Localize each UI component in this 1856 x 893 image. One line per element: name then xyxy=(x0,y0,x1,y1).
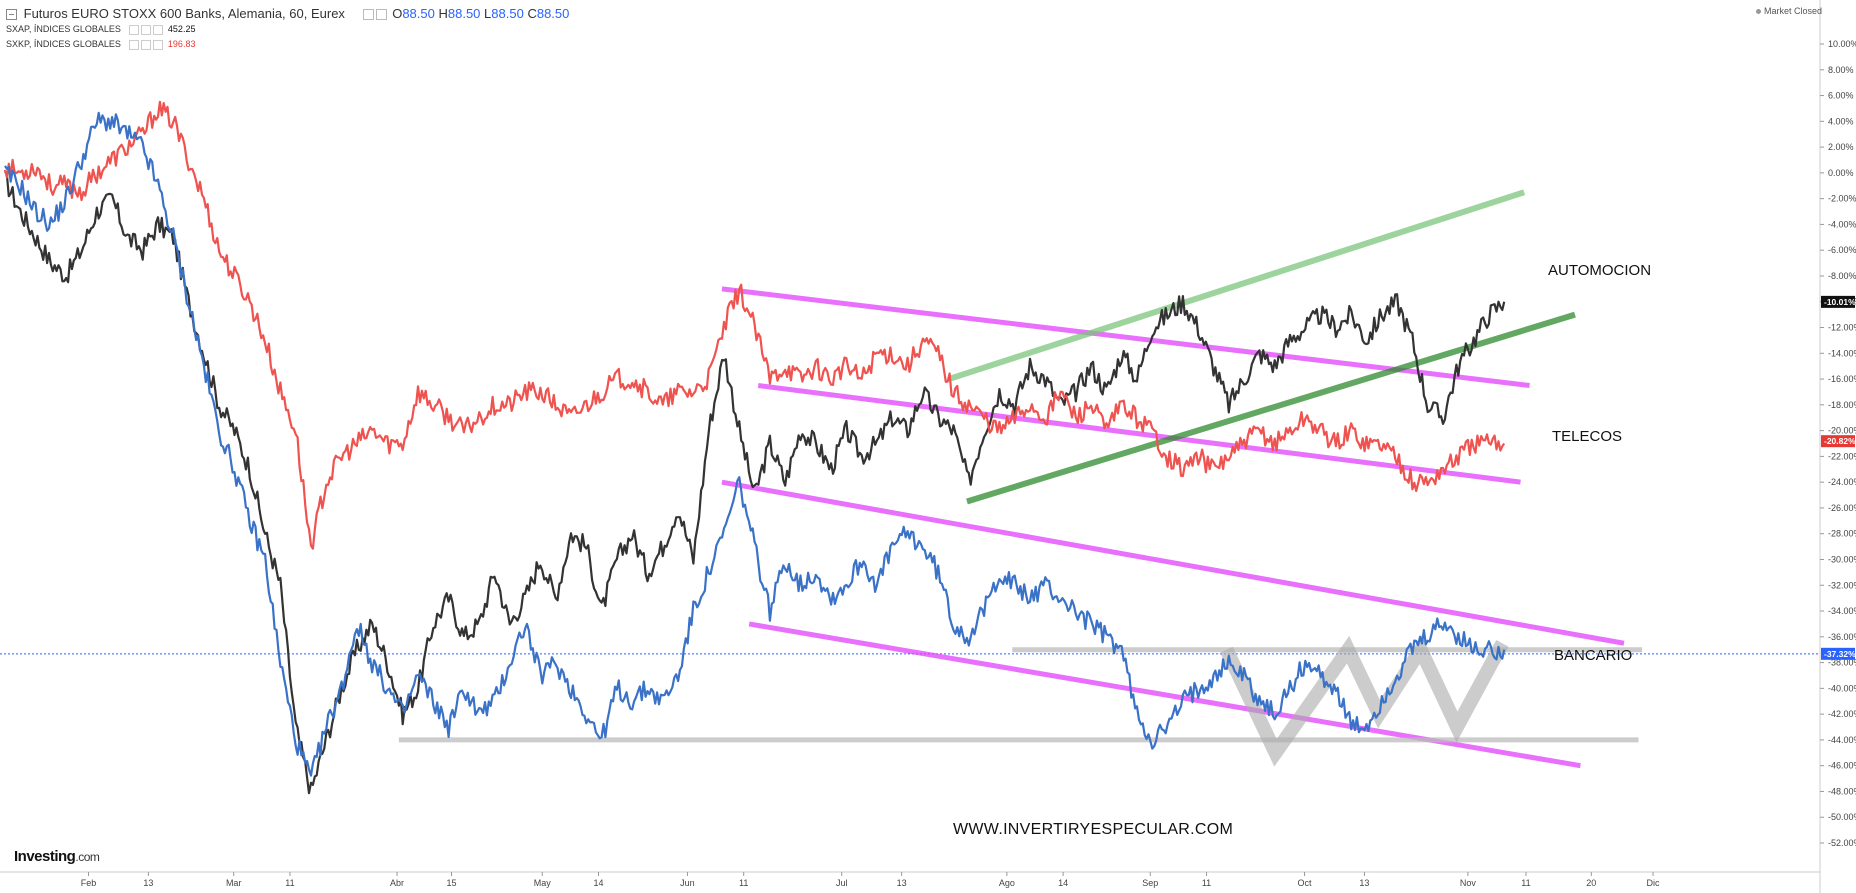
x-tick-label: Dic xyxy=(1647,878,1660,888)
y-tick-label: 8.00% xyxy=(1828,65,1854,75)
x-tick-label: Nov xyxy=(1460,878,1477,888)
close-value: 88.50 xyxy=(536,6,570,21)
x-tick-label: May xyxy=(534,878,552,888)
y-tick-label: -24.00% xyxy=(1828,477,1856,487)
y-tick-label: -6.00% xyxy=(1828,245,1856,255)
price-label: -20.82% xyxy=(1824,436,1856,446)
telecos-channel-bottom xyxy=(757,383,1521,485)
close-icon[interactable] xyxy=(375,9,387,21)
y-tick-label: -2.00% xyxy=(1828,194,1856,204)
website-watermark: WWW.INVERTIRYESPECULAR.COM xyxy=(953,821,1234,838)
x-tick-label: 13 xyxy=(143,878,153,888)
x-tick-label: Abr xyxy=(390,878,404,888)
close-icon[interactable] xyxy=(153,24,164,35)
automocion-trend-lower xyxy=(966,311,1576,505)
bancario-channel-bottom xyxy=(748,621,1581,769)
x-tick-label: 11 xyxy=(1521,878,1530,888)
w-pattern xyxy=(1220,635,1509,767)
x-tick-label: 20 xyxy=(1586,878,1596,888)
y-tick-label: -12.00% xyxy=(1828,323,1856,333)
series-line-2 xyxy=(4,111,1506,777)
y-tick-label: -52.00% xyxy=(1828,838,1856,848)
open-value: 88.50 xyxy=(402,6,435,21)
legend-name: SXKP, ÍNDICES GLOBALES xyxy=(6,39,121,49)
bancario-channel-top xyxy=(721,479,1625,646)
x-tick-label: Ago xyxy=(999,878,1015,888)
y-tick-label: -14.00% xyxy=(1828,348,1856,358)
x-tick-label: Oct xyxy=(1298,878,1313,888)
x-tick-label: 11 xyxy=(285,878,294,888)
y-tick-label: -20.00% xyxy=(1828,426,1856,436)
price-label-bg xyxy=(1821,435,1855,448)
y-tick-label: -34.00% xyxy=(1828,606,1856,616)
y-tick-label: -36.00% xyxy=(1828,632,1856,642)
x-tick-label: 14 xyxy=(1058,878,1068,888)
x-tick-label: 13 xyxy=(1359,878,1369,888)
status-dot-icon xyxy=(1755,9,1761,15)
y-tick-label: -22.00% xyxy=(1828,451,1856,461)
y-tick-label: 4.00% xyxy=(1828,116,1854,126)
y-tick-label: -38.00% xyxy=(1828,658,1856,668)
chart-title: Futuros EURO STOXX 600 Banks, Alemania, … xyxy=(23,6,345,21)
settings-icon[interactable] xyxy=(362,9,374,21)
chart-header: Futuros EURO STOXX 600 Banks, Alemania, … xyxy=(6,6,569,21)
series-line-1 xyxy=(3,100,1506,550)
high-value: 88.50 xyxy=(447,6,481,21)
settings-icon[interactable] xyxy=(141,24,152,35)
telecos-channel-top xyxy=(721,286,1530,388)
y-tick-label: 2.00% xyxy=(1828,142,1854,152)
price-label-bg xyxy=(1821,647,1855,660)
x-tick-label: 11 xyxy=(1202,878,1211,888)
y-tick-label: -44.00% xyxy=(1828,735,1856,745)
x-tick-label: Feb xyxy=(81,878,97,888)
legend-item-sxap[interactable]: SXAP, ÍNDICES GLOBALES 452.25 xyxy=(6,24,195,35)
label-bancario: BANCARIO xyxy=(1554,647,1633,664)
y-tick-label: -8.00% xyxy=(1828,271,1856,281)
y-tick-label: 6.00% xyxy=(1828,91,1854,101)
y-tick-label: 10.00% xyxy=(1828,39,1856,49)
low-value: 88.50 xyxy=(491,6,524,21)
y-tick-label: -30.00% xyxy=(1828,554,1856,564)
eye-icon[interactable] xyxy=(129,24,140,35)
y-tick-label: -16.00% xyxy=(1828,374,1856,384)
y-tick-label: -32.00% xyxy=(1828,580,1856,590)
price-label-bg xyxy=(1821,295,1855,308)
legend-item-sxkp[interactable]: SXKP, ÍNDICES GLOBALES 196.83 xyxy=(6,39,195,50)
y-tick-label: 0.00% xyxy=(1828,168,1854,178)
legend-value: 452.25 xyxy=(167,24,196,34)
x-tick-label: Sep xyxy=(1142,878,1158,888)
y-tick-label: -50.00% xyxy=(1828,812,1856,822)
label-automocion: AUTOMOCION xyxy=(1548,262,1652,279)
legend-value: 196.83 xyxy=(167,39,196,49)
x-tick-label: 15 xyxy=(446,878,456,888)
x-tick-label: Mar xyxy=(226,878,242,888)
y-tick-label: -26.00% xyxy=(1828,503,1856,513)
y-tick-label: -28.00% xyxy=(1828,529,1856,539)
x-tick-label: 14 xyxy=(593,878,603,888)
automocion-trend-upper xyxy=(947,189,1526,382)
y-tick-label: -4.00% xyxy=(1828,219,1856,229)
x-tick-label: 11 xyxy=(739,878,748,888)
y-tick-label: -18.00% xyxy=(1828,400,1856,410)
x-tick-label: Jul xyxy=(836,878,848,888)
price-label: -10.01% xyxy=(1824,297,1856,307)
close-icon[interactable] xyxy=(153,39,164,50)
series-line-0 xyxy=(4,170,1506,795)
eye-icon[interactable] xyxy=(129,39,140,50)
collapse-icon[interactable] xyxy=(6,9,17,21)
x-tick-label: 13 xyxy=(897,878,907,888)
y-tick-label: -42.00% xyxy=(1828,709,1856,719)
price-label: -37.32% xyxy=(1824,649,1856,659)
x-tick-label: Jun xyxy=(680,878,695,888)
legend-name: SXAP, ÍNDICES GLOBALES xyxy=(6,24,121,34)
y-tick-label: -46.00% xyxy=(1828,761,1856,771)
investing-logo: Investing.com xyxy=(14,848,100,865)
y-tick-label: -48.00% xyxy=(1828,786,1856,796)
settings-icon[interactable] xyxy=(141,39,152,50)
market-status: Market Closed xyxy=(1755,6,1822,16)
y-tick-label: -40.00% xyxy=(1828,683,1856,693)
label-telecos: TELECOS xyxy=(1552,428,1623,445)
